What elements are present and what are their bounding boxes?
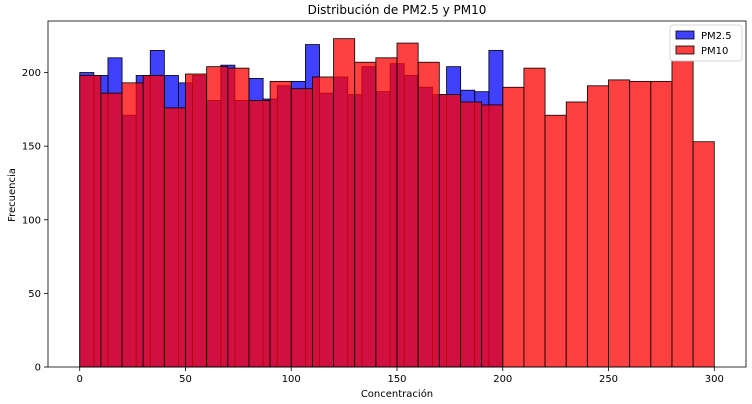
y-tick-label-50: 50 — [28, 289, 41, 300]
bar-pm10-11 — [311, 76, 334, 368]
bar-pm10-19 — [481, 104, 504, 368]
x-tick-label-150: 150 — [387, 374, 406, 385]
legend: PM2.5 PM10 — [669, 24, 743, 62]
x-tick-label-200: 200 — [493, 374, 512, 385]
bar-pm10-25 — [608, 79, 631, 368]
bar-pm10-8 — [248, 100, 271, 368]
bar-pm10-28 — [671, 60, 694, 368]
bar-pm10-10 — [290, 88, 313, 368]
bar-pm10-3 — [142, 75, 165, 368]
bar-pm10-24 — [586, 85, 609, 368]
bar-pm10-1 — [100, 92, 123, 368]
bar-pm10-12 — [333, 38, 356, 368]
x-tick-label-100: 100 — [282, 374, 301, 385]
y-tick-label-200: 200 — [22, 68, 41, 79]
legend-label-1: PM10 — [701, 46, 728, 57]
bar-pm10-20 — [502, 86, 525, 368]
y-axis: 0 50 100 150 200 — [22, 68, 48, 374]
bar-pm10-27 — [650, 80, 673, 368]
x-axis-label: Concentración — [361, 388, 433, 400]
bar-pm10-21 — [523, 67, 546, 368]
y-tick-label-100: 100 — [22, 215, 41, 226]
bar-pm10-0 — [79, 75, 102, 368]
bar-pm10-15 — [396, 42, 419, 368]
legend-label-0: PM2.5 — [701, 31, 732, 42]
bar-pm10-22 — [544, 114, 567, 368]
bar-pm10-9 — [269, 80, 292, 368]
bar-pm10-13 — [354, 61, 377, 368]
x-tick-label-50: 50 — [179, 374, 192, 385]
y-axis-label: Frecuencia — [7, 168, 18, 222]
x-tick-label-0: 0 — [77, 374, 83, 385]
bar-pm10-7 — [227, 67, 250, 368]
bar-pm10-14 — [375, 57, 398, 368]
bar-pm10-6 — [206, 66, 229, 368]
bar-pm10-16 — [417, 61, 440, 368]
legend-swatch-1 — [675, 45, 695, 55]
bar-pm10-29 — [692, 141, 715, 368]
bar-pm10-23 — [565, 101, 588, 368]
bar-pm10-17 — [438, 94, 461, 368]
bar-pm10-26 — [629, 80, 652, 368]
y-tick-label-0: 0 — [35, 363, 41, 374]
bars-layer — [79, 38, 715, 368]
y-tick-label-150: 150 — [22, 142, 41, 153]
bar-pm10-2 — [121, 82, 144, 368]
bar-pm10-4 — [163, 107, 186, 368]
legend-swatch-0 — [675, 30, 695, 40]
bar-pm10-5 — [185, 73, 208, 368]
x-axis: 0 50 100 150 200 250 300 — [77, 367, 724, 385]
bar-pm10-18 — [460, 101, 483, 368]
chart-title: Distribución de PM2.5 y PM10 — [308, 3, 487, 17]
x-tick-label-250: 250 — [599, 374, 618, 385]
x-tick-label-300: 300 — [705, 374, 724, 385]
